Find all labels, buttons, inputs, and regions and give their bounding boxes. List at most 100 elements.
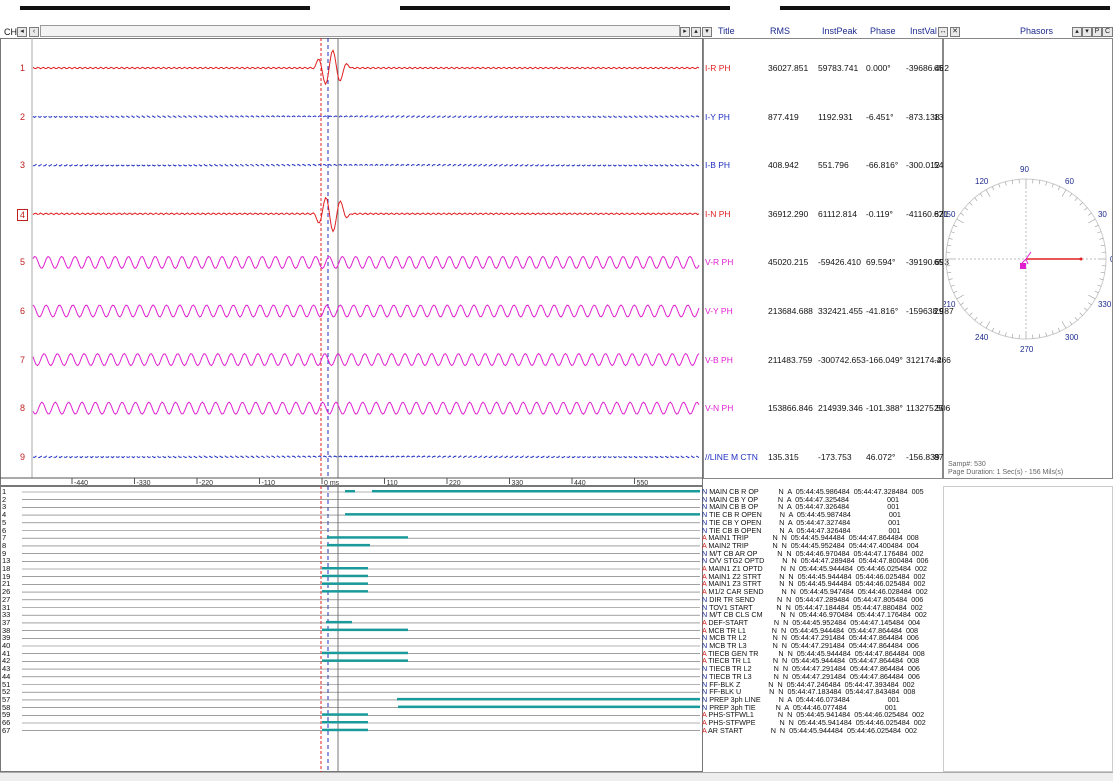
digital-channel-row[interactable]: A DEF-START N N 05:44:45.952484 05:44:47… bbox=[702, 619, 920, 627]
value-title[interactable]: V-Y PH bbox=[705, 306, 733, 316]
digital-channel-row[interactable]: N TIE CB Y OPEN N A 05:44:47.327484 001 bbox=[702, 518, 900, 527]
horizontal-scrollbar[interactable] bbox=[40, 25, 680, 37]
column-resize-button[interactable]: ↔ bbox=[938, 27, 948, 37]
digital-channel-number[interactable]: 1 bbox=[2, 487, 7, 496]
digital-channel-row[interactable]: N MAIN CB B OP N A 05:44:47.326484 001 bbox=[702, 503, 899, 511]
digital-channel-row[interactable]: N TIE CB R OPEN N A 05:44:45.987484 001 bbox=[702, 511, 901, 519]
digital-channel-number[interactable]: 66 bbox=[2, 718, 11, 727]
value-title[interactable]: I-B PH bbox=[705, 160, 731, 171]
digital-channel-number[interactable]: 44 bbox=[2, 671, 11, 681]
analog-waveform-panel[interactable]: -440 -330 -220 -110 0 ms 110 220 330 440 550 bbox=[0, 38, 703, 486]
digital-channel-number[interactable]: 27 bbox=[2, 594, 11, 604]
digital-channel-number[interactable]: 51 bbox=[2, 679, 11, 689]
digital-channels-panel[interactable] bbox=[0, 486, 703, 772]
close-columns-button[interactable]: ✕ bbox=[950, 27, 960, 37]
digital-channel-number[interactable]: 21 bbox=[2, 579, 11, 589]
phasor-diagram[interactable]: 9060300330300270240210180150120 bbox=[944, 39, 1112, 479]
channel-number[interactable]: 6 bbox=[20, 306, 26, 316]
phasor-down-button[interactable]: ▾ bbox=[1082, 27, 1092, 37]
channel-number[interactable]: 5 bbox=[20, 257, 26, 268]
digital-channel-row[interactable]: N PREP 3ph LINE N A 05:44:46.073484 001 bbox=[702, 696, 900, 704]
channel-number[interactable]: 8 bbox=[20, 403, 26, 414]
digital-channel-row[interactable]: A MCB TR L1 N N 05:44:45.944484 05:44:47… bbox=[702, 626, 918, 635]
digital-channel-number[interactable]: 8 bbox=[2, 540, 7, 550]
digital-channel-number[interactable]: 43 bbox=[2, 664, 11, 674]
digital-channel-row[interactable]: A PHS-STFWPE N N 05:44:45.941484 05:44:4… bbox=[702, 719, 926, 727]
digital-channel-row[interactable]: A MAIN1 Z2 STRT N N 05:44:45.944484 05:4… bbox=[702, 572, 926, 581]
digital-channel-row[interactable]: A TIECB GEN TR N N 05:44:45.944484 05:44… bbox=[702, 649, 925, 658]
phasor-up-button[interactable]: ▴ bbox=[1072, 27, 1082, 37]
toolbar-segment bbox=[400, 6, 730, 10]
digital-channel-number[interactable]: 39 bbox=[2, 633, 11, 643]
digital-channel-row[interactable]: A MAIN1 Z3 STRT N N 05:44:45.944484 05:4… bbox=[702, 580, 926, 588]
scroll-left-button[interactable]: ◂ bbox=[17, 27, 27, 37]
digital-channel-row[interactable]: A MAIN1 TRIP N N 05:44:45.944484 05:44:4… bbox=[702, 534, 919, 542]
digital-channel-number[interactable]: 40 bbox=[2, 641, 11, 650]
value-title[interactable]: V-B PH bbox=[705, 354, 733, 365]
digital-channel-number[interactable]: 6 bbox=[2, 525, 7, 535]
channel-number[interactable]: 7 bbox=[20, 354, 26, 365]
digital-channel-row[interactable]: A MAIN2 TRIP N N 05:44:45.952484 05:44:4… bbox=[702, 542, 919, 550]
digital-channel-row[interactable]: N M/T CB CLS CM N N 05:44:46.970484 05:4… bbox=[702, 611, 927, 619]
channel-number[interactable]: 4 bbox=[17, 208, 29, 221]
digital-channel-row[interactable]: N DIR TR SEND N N 05:44:47.289484 05:44:… bbox=[702, 595, 923, 604]
digital-channel-row[interactable]: A AR START N N 05:44:45.944484 05:44:46.… bbox=[702, 726, 917, 735]
scroll-up-button[interactable]: ▴ bbox=[691, 27, 701, 37]
digital-channel-number[interactable]: 37 bbox=[2, 617, 11, 627]
value-inst: -39686.462 bbox=[906, 63, 950, 73]
channel-number[interactable]: 9 bbox=[20, 451, 26, 462]
digital-channel-number[interactable]: 31 bbox=[2, 602, 11, 612]
digital-channel-row[interactable]: N FF-BLK U N N 05:44:47.183484 05:44:47.… bbox=[702, 688, 915, 696]
value-title[interactable]: V-N PH bbox=[705, 403, 734, 414]
phasor-c-button[interactable]: C bbox=[1102, 27, 1113, 37]
digital-channel-row[interactable]: A TIECB TR L1 N N 05:44:45.944484 05:44:… bbox=[702, 657, 919, 665]
value-title[interactable]: V-R PH bbox=[705, 257, 734, 268]
digital-channel-row[interactable]: A PHS-STFWL1 N N 05:44:45.941484 05:44:4… bbox=[702, 711, 924, 719]
digital-channel-row[interactable]: N TIE CB B OPEN N A 05:44:47.326484 001 bbox=[702, 526, 900, 535]
digital-channel-number[interactable]: 19 bbox=[2, 571, 11, 581]
time-tick-label: -330 bbox=[137, 480, 151, 486]
digital-channel-number[interactable]: 3 bbox=[2, 502, 7, 512]
value-title[interactable]: I-R PH bbox=[705, 63, 731, 73]
digital-channel-number[interactable]: 18 bbox=[2, 564, 11, 573]
scroll-down-button[interactable]: ▾ bbox=[702, 27, 712, 37]
digital-channel-number[interactable]: 58 bbox=[2, 702, 11, 712]
digital-channel-number[interactable]: 13 bbox=[2, 556, 11, 566]
value-title[interactable]: I-N PH bbox=[705, 208, 731, 219]
digital-channel-number[interactable]: 26 bbox=[2, 587, 11, 597]
digital-channel-number[interactable]: 38 bbox=[2, 625, 11, 635]
channel-number[interactable]: 3 bbox=[20, 160, 26, 171]
value-title[interactable]: //LINE M CTN bbox=[705, 451, 758, 462]
digital-channel-number[interactable]: 67 bbox=[2, 725, 11, 735]
digital-channel-row[interactable]: N O/V STG2 OPTD N N 05:44:47.289484 05:4… bbox=[702, 557, 929, 565]
digital-channel-number[interactable]: 5 bbox=[2, 517, 7, 527]
digital-channel-row[interactable]: N FF-BLK Z N N 05:44:47.246484 05:44:47.… bbox=[702, 680, 915, 689]
digital-channel-number[interactable]: 42 bbox=[2, 656, 11, 666]
digital-channel-row[interactable]: N TIECB TR L3 N N 05:44:47.291484 05:44:… bbox=[702, 672, 920, 681]
channel-number[interactable]: 1 bbox=[20, 63, 26, 73]
digital-channel-number[interactable]: 57 bbox=[2, 694, 11, 704]
digital-channel-number[interactable]: 41 bbox=[2, 648, 11, 658]
digital-channel-number[interactable]: 9 bbox=[2, 548, 7, 558]
channel-number[interactable]: 2 bbox=[20, 111, 26, 122]
scroll-left-small-button[interactable]: ‹ bbox=[29, 27, 39, 37]
digital-channel-number[interactable]: 52 bbox=[2, 687, 11, 697]
scroll-right-button[interactable]: ▸ bbox=[680, 27, 690, 37]
digital-channel-number[interactable]: 2 bbox=[2, 494, 7, 504]
digital-channel-row[interactable]: N MCB TR L3 N N 05:44:47.291484 05:44:47… bbox=[702, 642, 919, 650]
digital-channel-row[interactable]: N TIECB TR L2 N N 05:44:47.291484 05:44:… bbox=[702, 665, 920, 673]
digital-channel-row[interactable]: N TOV1 START N N 05:44:47.184484 05:44:4… bbox=[702, 603, 923, 612]
phasor-p-button[interactable]: P bbox=[1092, 27, 1102, 37]
digital-channel-row[interactable]: N MAIN CB R OP N A 05:44:45.986484 05:44… bbox=[702, 488, 924, 496]
digital-channel-row[interactable]: N MCB TR L2 N N 05:44:47.291484 05:44:47… bbox=[702, 634, 919, 642]
digital-channel-row[interactable]: N PREP 3ph TIE N A 05:44:46.077484 001 bbox=[702, 703, 897, 712]
digital-channel-row[interactable]: A MAIN1 Z1 OPTD N N 05:44:45.944484 05:4… bbox=[702, 565, 927, 573]
digital-channel-number[interactable]: 33 bbox=[2, 610, 11, 620]
digital-channel-number[interactable]: 7 bbox=[2, 533, 7, 543]
value-title[interactable]: I-Y PH bbox=[705, 111, 730, 122]
digital-channel-row[interactable]: N MAIN CB Y OP N A 05:44:47.325484 001 bbox=[702, 495, 899, 504]
digital-channel-number[interactable]: 4 bbox=[2, 510, 7, 520]
digital-channel-row[interactable]: A M1/2 CAR SEND N N 05:44:45.947484 05:4… bbox=[702, 588, 928, 596]
digital-channel-row[interactable]: N M/T CB AR OP N N 05:44:46.970484 05:44… bbox=[702, 549, 924, 558]
digital-channel-number[interactable]: 59 bbox=[2, 710, 11, 720]
